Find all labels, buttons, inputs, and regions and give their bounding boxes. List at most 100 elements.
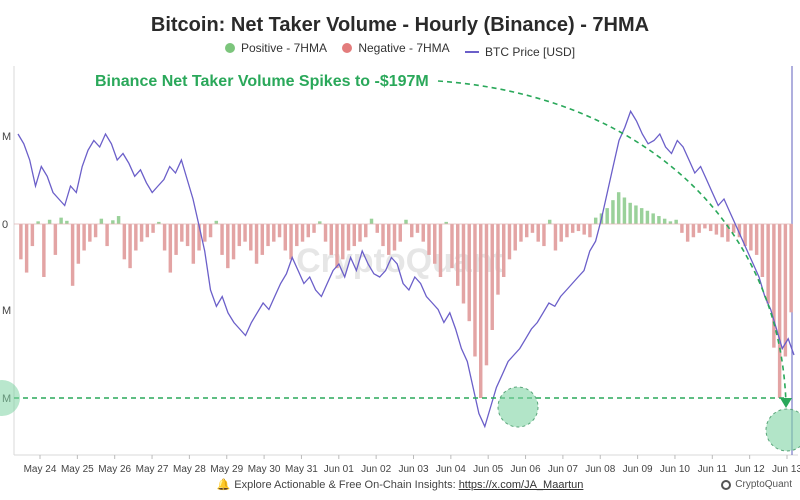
positive-bar [111, 220, 115, 224]
negative-bar [392, 224, 397, 251]
spike-circle-jun06 [497, 386, 539, 428]
negative-bar [24, 224, 29, 273]
x-tick-label: Jun 02 [361, 464, 391, 475]
negative-bar [237, 224, 242, 247]
negative-bar [231, 224, 236, 260]
negative-bar [777, 224, 782, 398]
negative-bar [415, 224, 420, 233]
positive-bar [214, 220, 219, 224]
negative-bar [703, 224, 707, 229]
negative-bar [289, 224, 293, 260]
footer-link[interactable]: https://x.com/JA_Maartun [458, 479, 584, 491]
y-tick-label: M [2, 305, 11, 317]
negative-bar [341, 224, 345, 260]
x-tick-label: Jun 01 [324, 464, 354, 475]
positive-bar [65, 220, 69, 224]
y-tick-label: 0 [2, 219, 8, 231]
negative-bar [536, 224, 540, 242]
negative-bar [438, 224, 443, 277]
x-tick-label: May 26 [98, 464, 131, 475]
negative-bar [19, 224, 23, 260]
negative-bar [570, 224, 575, 233]
legend-negative[interactable]: Negative - 7HMA [342, 41, 450, 55]
negative-bar [766, 224, 770, 304]
positive-bar [634, 205, 638, 224]
left-edge-circle [0, 380, 20, 416]
legend-price[interactable]: BTC Price [USD] [465, 45, 575, 59]
negative-bar [565, 224, 569, 238]
negative-bar [737, 224, 742, 238]
x-tick-label: Jun 08 [585, 464, 615, 475]
positive-bar [444, 221, 448, 224]
negative-bar [553, 224, 558, 251]
negative-bar [295, 224, 299, 247]
positive-bar [674, 219, 678, 224]
price-line-swatch-icon [465, 51, 480, 53]
negative-bar [691, 224, 696, 238]
negative-bar [346, 224, 351, 251]
positive-bar [593, 217, 598, 224]
x-tick-label: May 27 [136, 464, 169, 475]
negative-bar [306, 224, 311, 238]
negative-bar [283, 224, 288, 251]
credit: CryptoQuant [721, 479, 792, 490]
negative-bar [783, 224, 788, 357]
negative-bar [139, 224, 144, 242]
positive-bar [628, 202, 632, 224]
negative-bar [731, 224, 736, 233]
negative-bar [479, 224, 483, 398]
negative-bar [387, 224, 391, 255]
negative-bar [427, 224, 431, 255]
negative-bar [122, 224, 127, 260]
negative-bar [772, 224, 776, 348]
negative-bar [714, 224, 719, 235]
negative-bar [720, 224, 724, 238]
negative-bar [352, 224, 356, 247]
negative-bar [685, 224, 690, 242]
negative-bar [530, 224, 535, 233]
x-tick-label: Jun 11 [698, 464, 728, 475]
negative-bar [254, 224, 259, 264]
negative-bar [513, 224, 517, 251]
negative-bar [88, 224, 92, 242]
positive-bar [36, 221, 40, 224]
negative-bar [375, 224, 379, 233]
negative-swatch-icon [342, 43, 353, 53]
negative-bar [134, 224, 138, 251]
positive-bar [651, 213, 655, 224]
negative-bar [185, 224, 190, 247]
spike-circle-jun13 [765, 408, 800, 452]
negative-bar [30, 224, 35, 247]
negative-bar [484, 224, 489, 366]
credit-text: CryptoQuant [735, 479, 792, 490]
negative-bar [82, 224, 86, 251]
x-tick-label: May 24 [24, 464, 57, 475]
negative-bar [496, 224, 500, 295]
positive-bar [605, 208, 609, 224]
negative-bar [364, 224, 368, 238]
negative-bar [519, 224, 523, 242]
footer: 🔔 Explore Actionable & Free On-Chain Insi… [0, 478, 800, 491]
negative-bar [749, 224, 753, 251]
legend-price-label: BTC Price [USD] [485, 45, 576, 59]
legend-positive-label: Positive - 7HMA [240, 41, 327, 55]
negative-bar [226, 224, 230, 269]
negative-bar [582, 224, 586, 235]
negative-bar [680, 224, 684, 233]
negative-bar [708, 224, 713, 232]
negative-bar [358, 224, 362, 242]
x-tick-label: Jun 05 [473, 464, 503, 475]
positive-bar [547, 219, 552, 224]
bell-icon: 🔔 [216, 479, 231, 491]
negative-bar [576, 224, 581, 232]
legend-positive[interactable]: Positive - 7HMA [224, 41, 327, 55]
positive-bar [116, 216, 121, 224]
negative-bar [335, 224, 339, 269]
negative-bar [461, 224, 466, 304]
x-tick-label: Jun 06 [511, 464, 541, 475]
positive-bar [99, 218, 104, 224]
legend-negative-label: Negative - 7HMA [358, 41, 450, 55]
price-line [17, 109, 795, 429]
x-tick-label: May 29 [210, 464, 243, 475]
